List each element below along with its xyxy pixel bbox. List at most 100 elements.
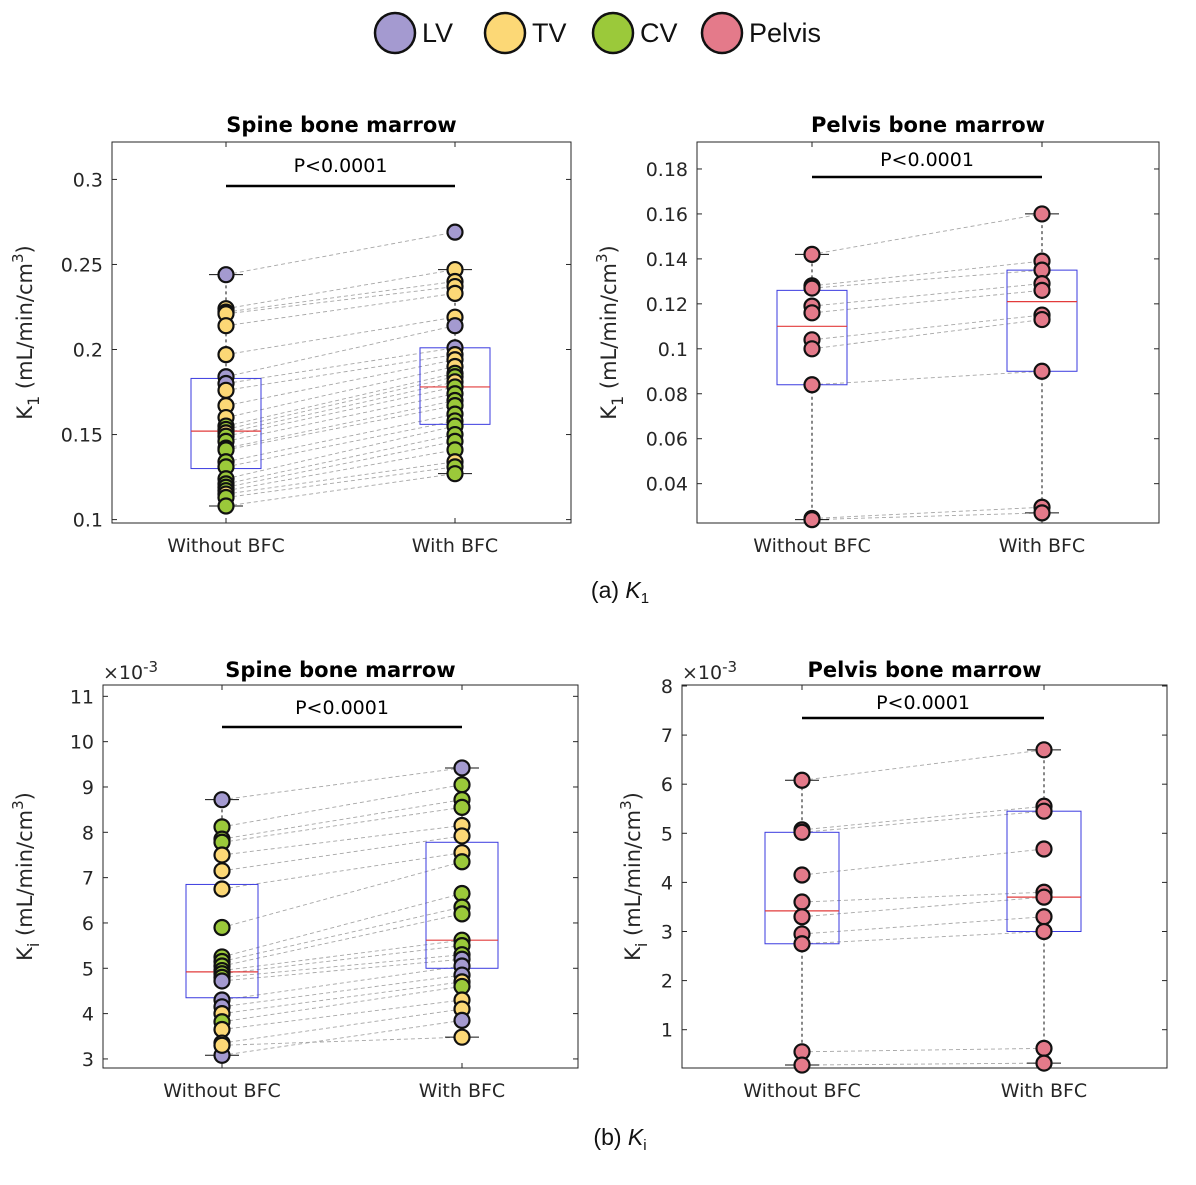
legend-swatch-pelvis — [700, 11, 744, 55]
pair-line — [221, 999, 463, 1030]
pair-line — [801, 891, 1045, 903]
data-point-with-bfc — [1035, 802, 1053, 820]
pair-line — [811, 506, 1043, 519]
data-point-with-bfc — [446, 465, 464, 483]
data-point-without-bfc — [217, 346, 235, 364]
data-point-with-bfc — [453, 905, 471, 923]
data-point-without-bfc — [217, 381, 235, 399]
y-axis-label-sub: 1 — [24, 396, 43, 406]
legend-label-cv: CV — [640, 18, 678, 48]
pair-line — [225, 366, 456, 418]
pair-line — [811, 283, 1043, 307]
data-point-without-bfc — [213, 918, 231, 937]
y-tick-label: 1 — [661, 1020, 673, 1042]
pair-line — [221, 906, 463, 962]
pair-line — [221, 806, 463, 843]
pair-line — [225, 413, 456, 463]
y-axis-label: Ki (mL/min/cm3) — [617, 792, 651, 961]
data-point-without-bfc — [793, 823, 811, 841]
y-axis-label-suffix: ) — [597, 245, 621, 253]
y-tick-label: 0.15 — [61, 425, 103, 447]
pair-line — [225, 231, 456, 276]
y-axis-label: K1 (mL/min/cm3) — [9, 245, 43, 420]
axes-frame — [102, 684, 579, 1069]
y-tick-label: 10 — [70, 732, 94, 754]
data-point-without-bfc — [803, 340, 821, 358]
y-tick-label: 4 — [661, 872, 673, 894]
axes-frame — [696, 141, 1160, 524]
pair-line — [225, 420, 456, 468]
p-value-label: P<0.0001 — [295, 697, 389, 719]
data-point-with-bfc — [453, 759, 471, 777]
y-axis-label: Ki (mL/min/cm3) — [9, 792, 43, 961]
data-point-without-bfc — [213, 1036, 231, 1054]
pair-line — [221, 835, 463, 872]
data-point-with-bfc — [1035, 888, 1053, 906]
data-point-without-bfc — [803, 376, 821, 394]
pair-line — [225, 359, 456, 407]
chart-title: Spine bone marrow — [225, 658, 455, 682]
caption-b: (b) Ki — [593, 1124, 646, 1154]
y-tick-label: 9 — [82, 777, 94, 799]
pair-line — [225, 347, 456, 384]
data-point-without-bfc — [793, 935, 811, 953]
caption-b-symbol: K — [628, 1124, 645, 1150]
data-point-with-bfc — [453, 853, 471, 871]
data-point-without-bfc — [213, 972, 231, 990]
pair-line — [221, 939, 463, 971]
pair-line — [221, 985, 463, 1023]
pair-line — [225, 440, 456, 488]
data-point-with-bfc — [1033, 362, 1051, 380]
data-point-with-bfc — [446, 284, 464, 302]
data-point-without-bfc — [213, 846, 231, 864]
pair-line — [811, 512, 1043, 521]
pair-line — [225, 449, 456, 492]
legend-label-lv: LV — [422, 18, 453, 48]
y-tick-label: 8 — [661, 676, 673, 698]
data-point-without-bfc — [793, 866, 811, 884]
data-point-with-bfc — [1033, 504, 1051, 522]
y-tick-label: 7 — [82, 868, 94, 890]
chart-title: Pelvis bone marrow — [807, 658, 1041, 682]
data-point-without-bfc — [793, 771, 811, 789]
data-point-with-bfc — [1035, 741, 1053, 759]
axes-frame — [111, 141, 572, 524]
pair-line — [801, 749, 1045, 781]
legend-swatch-tv — [483, 11, 527, 55]
pair-line — [225, 434, 456, 485]
y-tick-label: 3 — [661, 921, 673, 943]
x-tick-label: Without BFC — [753, 535, 871, 557]
data-point-without-bfc — [803, 245, 821, 263]
data-point-without-bfc — [213, 862, 231, 880]
legend-label-pelvis: Pelvis — [749, 18, 821, 48]
y-exponent-power: -3 — [722, 658, 737, 676]
panel-pelvis-ki: 1 2 3 4 5 6 7 8 Without BFC With BFC Pelvis bone m… — [617, 658, 1168, 1102]
y-tick-label: 0.1 — [73, 510, 103, 532]
p-value-label: P<0.0001 — [294, 155, 388, 177]
pair-line — [801, 931, 1045, 945]
y-tick-label: 0.14 — [646, 249, 688, 271]
data-point-without-bfc — [213, 791, 231, 809]
y-axis-label-main: (mL/min/cm — [13, 263, 37, 396]
data-point-without-bfc — [793, 908, 811, 926]
pair-line — [221, 945, 463, 975]
y-axis-label-main: (mL/min/cm — [13, 810, 37, 943]
y-axis-label-prefix: K — [621, 946, 645, 961]
p-value-label: P<0.0001 — [876, 692, 970, 714]
pair-line — [225, 405, 456, 451]
data-point-with-bfc — [1033, 205, 1051, 223]
x-tick-label: With BFC — [1001, 1080, 1087, 1102]
legend: LV TV CV Pelvis — [373, 11, 821, 55]
y-tick-label: 11 — [70, 686, 94, 708]
pair-line — [801, 848, 1045, 876]
y-tick-label: 4 — [82, 1004, 94, 1026]
x-tick-label: Without BFC — [743, 1080, 861, 1102]
data-point-with-bfc — [1033, 310, 1051, 329]
y-axis-label-sub: i — [632, 943, 651, 947]
caption-a: (a) K1 — [591, 577, 649, 607]
y-tick-label: 0.16 — [646, 204, 688, 226]
y-axis-label-suffix: ) — [13, 792, 37, 800]
y-exponent-base: ×10 — [682, 662, 722, 684]
y-exponent-label: ×10-3 — [103, 658, 158, 684]
data-point-with-bfc — [453, 1028, 471, 1046]
